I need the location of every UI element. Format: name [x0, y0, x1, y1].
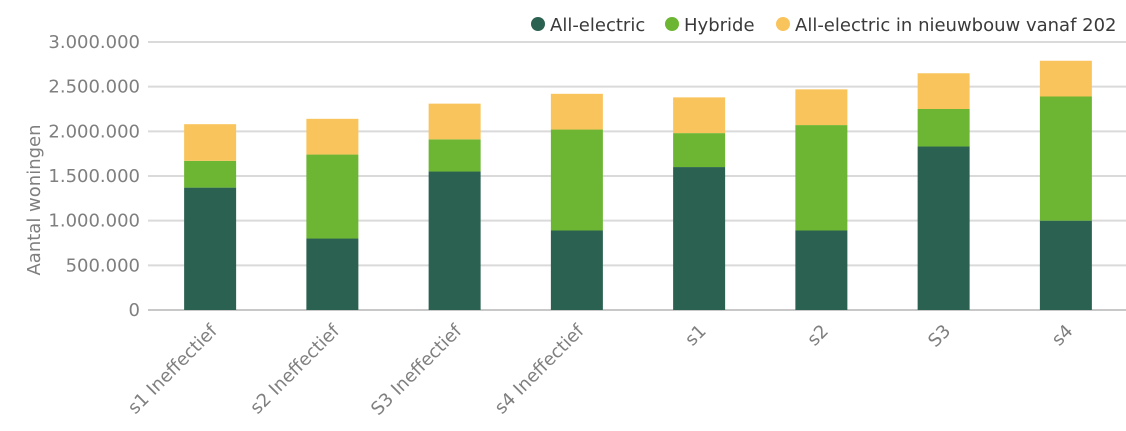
bar-segment	[917, 73, 970, 109]
bar-segment	[1039, 60, 1092, 97]
y-axis-title: Aantal woningen	[24, 124, 45, 275]
x-axis-ticks: s1 Ineffectief s2 Ineffectief S3 Ineffecti…	[124, 320, 1077, 420]
legend-label: All-electric	[550, 15, 645, 36]
x-tick-label: s4 Ineffectief	[491, 320, 589, 418]
bar-segment	[795, 230, 848, 310]
bar-segment	[917, 146, 970, 310]
gridlines	[148, 41, 1126, 311]
bar-segment	[550, 230, 603, 310]
y-axis-ticks: 0 500.000 1.000.000 1.500.000 2.000.000 2.500…	[48, 32, 140, 321]
bar-segment	[306, 118, 359, 155]
y-tick-label: 2.000.000	[48, 121, 140, 142]
bar-segment	[1039, 96, 1092, 221]
bar-segment	[1039, 220, 1092, 310]
bar-segment	[184, 160, 237, 188]
x-tick-label: s4	[1048, 321, 1078, 351]
bar-segment	[550, 93, 603, 130]
x-tick-label: s1 Ineffectief	[124, 320, 222, 418]
bars	[184, 60, 1092, 310]
legend-swatch	[531, 17, 545, 31]
bar-segment	[428, 103, 481, 140]
x-tick-label: s1	[681, 321, 711, 351]
y-tick-label: 2.500.000	[48, 77, 140, 98]
bar-segment	[306, 154, 359, 239]
y-tick-label: 3.000.000	[48, 32, 140, 53]
x-tick-label: s2	[803, 321, 833, 351]
x-tick-label: s2 Ineffectief	[246, 320, 344, 418]
bar-segment	[673, 167, 726, 310]
y-tick-label: 500.000	[66, 255, 140, 276]
bar-segment	[428, 139, 481, 172]
legend-label: All-electric in nieuwbouw vanaf 202	[795, 15, 1117, 36]
bar-segment	[795, 89, 848, 126]
x-tick-label: S3 Ineffectief	[367, 320, 467, 420]
bar-segment	[306, 238, 359, 310]
bar-segment	[550, 129, 603, 231]
y-tick-label: 1.500.000	[48, 166, 140, 187]
y-tick-label: 1.000.000	[48, 211, 140, 232]
x-tick-label: S3	[924, 321, 955, 352]
bar-segment	[428, 171, 481, 310]
bar-segment	[184, 187, 237, 310]
bar-segment	[184, 124, 237, 161]
y-tick-label: 0	[129, 300, 140, 321]
legend-label: Hybride	[684, 15, 755, 36]
bar-segment	[673, 133, 726, 168]
bar-segment	[673, 97, 726, 134]
legend: All-electric Hybride All-electric in nieuw…	[531, 15, 1117, 36]
bar-segment	[795, 125, 848, 231]
legend-swatch	[665, 17, 679, 31]
bar-segment	[917, 109, 970, 147]
legend-swatch	[776, 17, 790, 31]
